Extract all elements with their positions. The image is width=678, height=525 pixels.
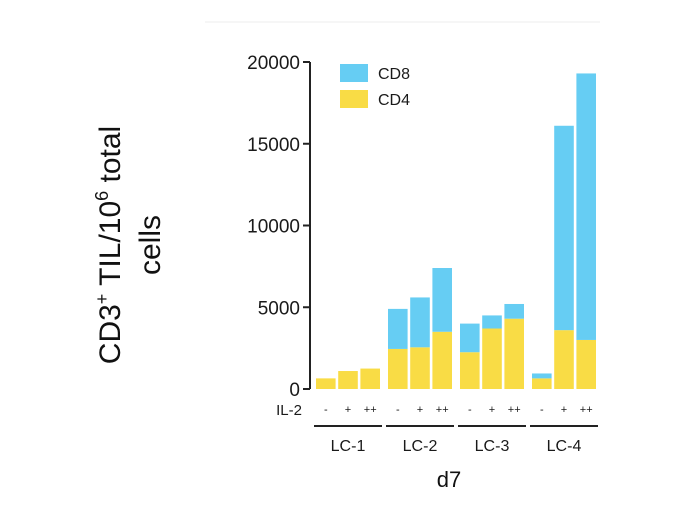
bar-segment-cd8 [554,125,574,331]
bar-segment-cd4 [482,328,502,389]
bar-segment-cd4 [338,371,358,389]
bar-segment-cd8 [410,297,430,348]
bar-segment-cd4 [532,378,552,389]
bar-segment-cd4 [360,368,380,389]
il2-level-label: ++ [508,404,521,416]
legend-swatch-cd8 [340,64,368,82]
legend-label-cd4: CD4 [378,92,410,109]
bar-segment-cd8 [460,323,480,353]
bar-segment-cd8 [482,315,502,329]
bar-segment-cd4 [388,348,408,389]
bar-segment-cd4 [316,378,336,389]
il2-level-label: - [324,404,328,416]
il2-level-label: + [345,404,351,416]
group-label: LC-4 [547,438,582,455]
bar-segment-cd4 [432,331,452,389]
il2-level-label: - [540,404,544,416]
y-axis-title-superscript: + [92,294,112,305]
y-axis-title-part: total [94,126,127,191]
il2-level-label: - [396,404,400,416]
il2-level-label: - [468,404,472,416]
y-tick-label: 15000 [247,135,300,156]
legend-swatch-cd4 [340,90,368,108]
bars [316,73,596,389]
y-tick-label: 5000 [258,298,300,319]
legend-label-cd8: CD8 [378,66,410,83]
x-axis-title: d7 [437,467,461,492]
y-tick-label: 20000 [247,53,300,74]
il2-row-label: IL-2 [276,402,302,419]
group-label: LC-1 [331,438,366,455]
bar-segment-cd8 [388,308,408,349]
bar-segment-cd4 [576,339,596,389]
group-label: LC-3 [475,438,510,455]
il2-level-label: ++ [436,404,449,416]
il2-level-label: ++ [364,404,377,416]
y-axis-title-part: TIL/10 [94,201,127,294]
y-axis-title: CD3+ TIL/106 total cells [92,126,167,364]
legend: CD8 CD4 [340,64,410,109]
x-axis: IL-2- + ++LC-1- + ++LC-2- + ++LC-3- + ++LC-4 [276,402,598,455]
y-tick-label: 10000 [247,217,300,238]
bar-segment-cd8 [432,268,452,332]
svg-text:CD3+ TIL/106 total: CD3+ TIL/106 total [92,126,127,364]
y-axis: 0 5000 10000 15000 20000 [247,53,311,401]
y-axis-title-part: CD3 [94,304,127,364]
y-axis-title-superscript: 6 [92,191,112,201]
y-tick-label: 0 [289,380,300,401]
bar-segment-cd4 [460,352,480,389]
y-axis-title-line2: cells [134,215,167,275]
il2-level-label: + [561,404,567,416]
bar-segment-cd8 [504,303,524,319]
bar-segment-cd4 [554,330,574,389]
bar-segment-cd8 [576,73,596,340]
bar-segment-cd4 [504,318,524,389]
bar-segment-cd8 [532,373,552,379]
group-label: LC-2 [403,438,438,455]
il2-level-label: + [489,404,495,416]
il2-level-label: + [417,404,423,416]
bar-segment-cd4 [410,347,430,389]
il2-level-label: ++ [580,404,593,416]
